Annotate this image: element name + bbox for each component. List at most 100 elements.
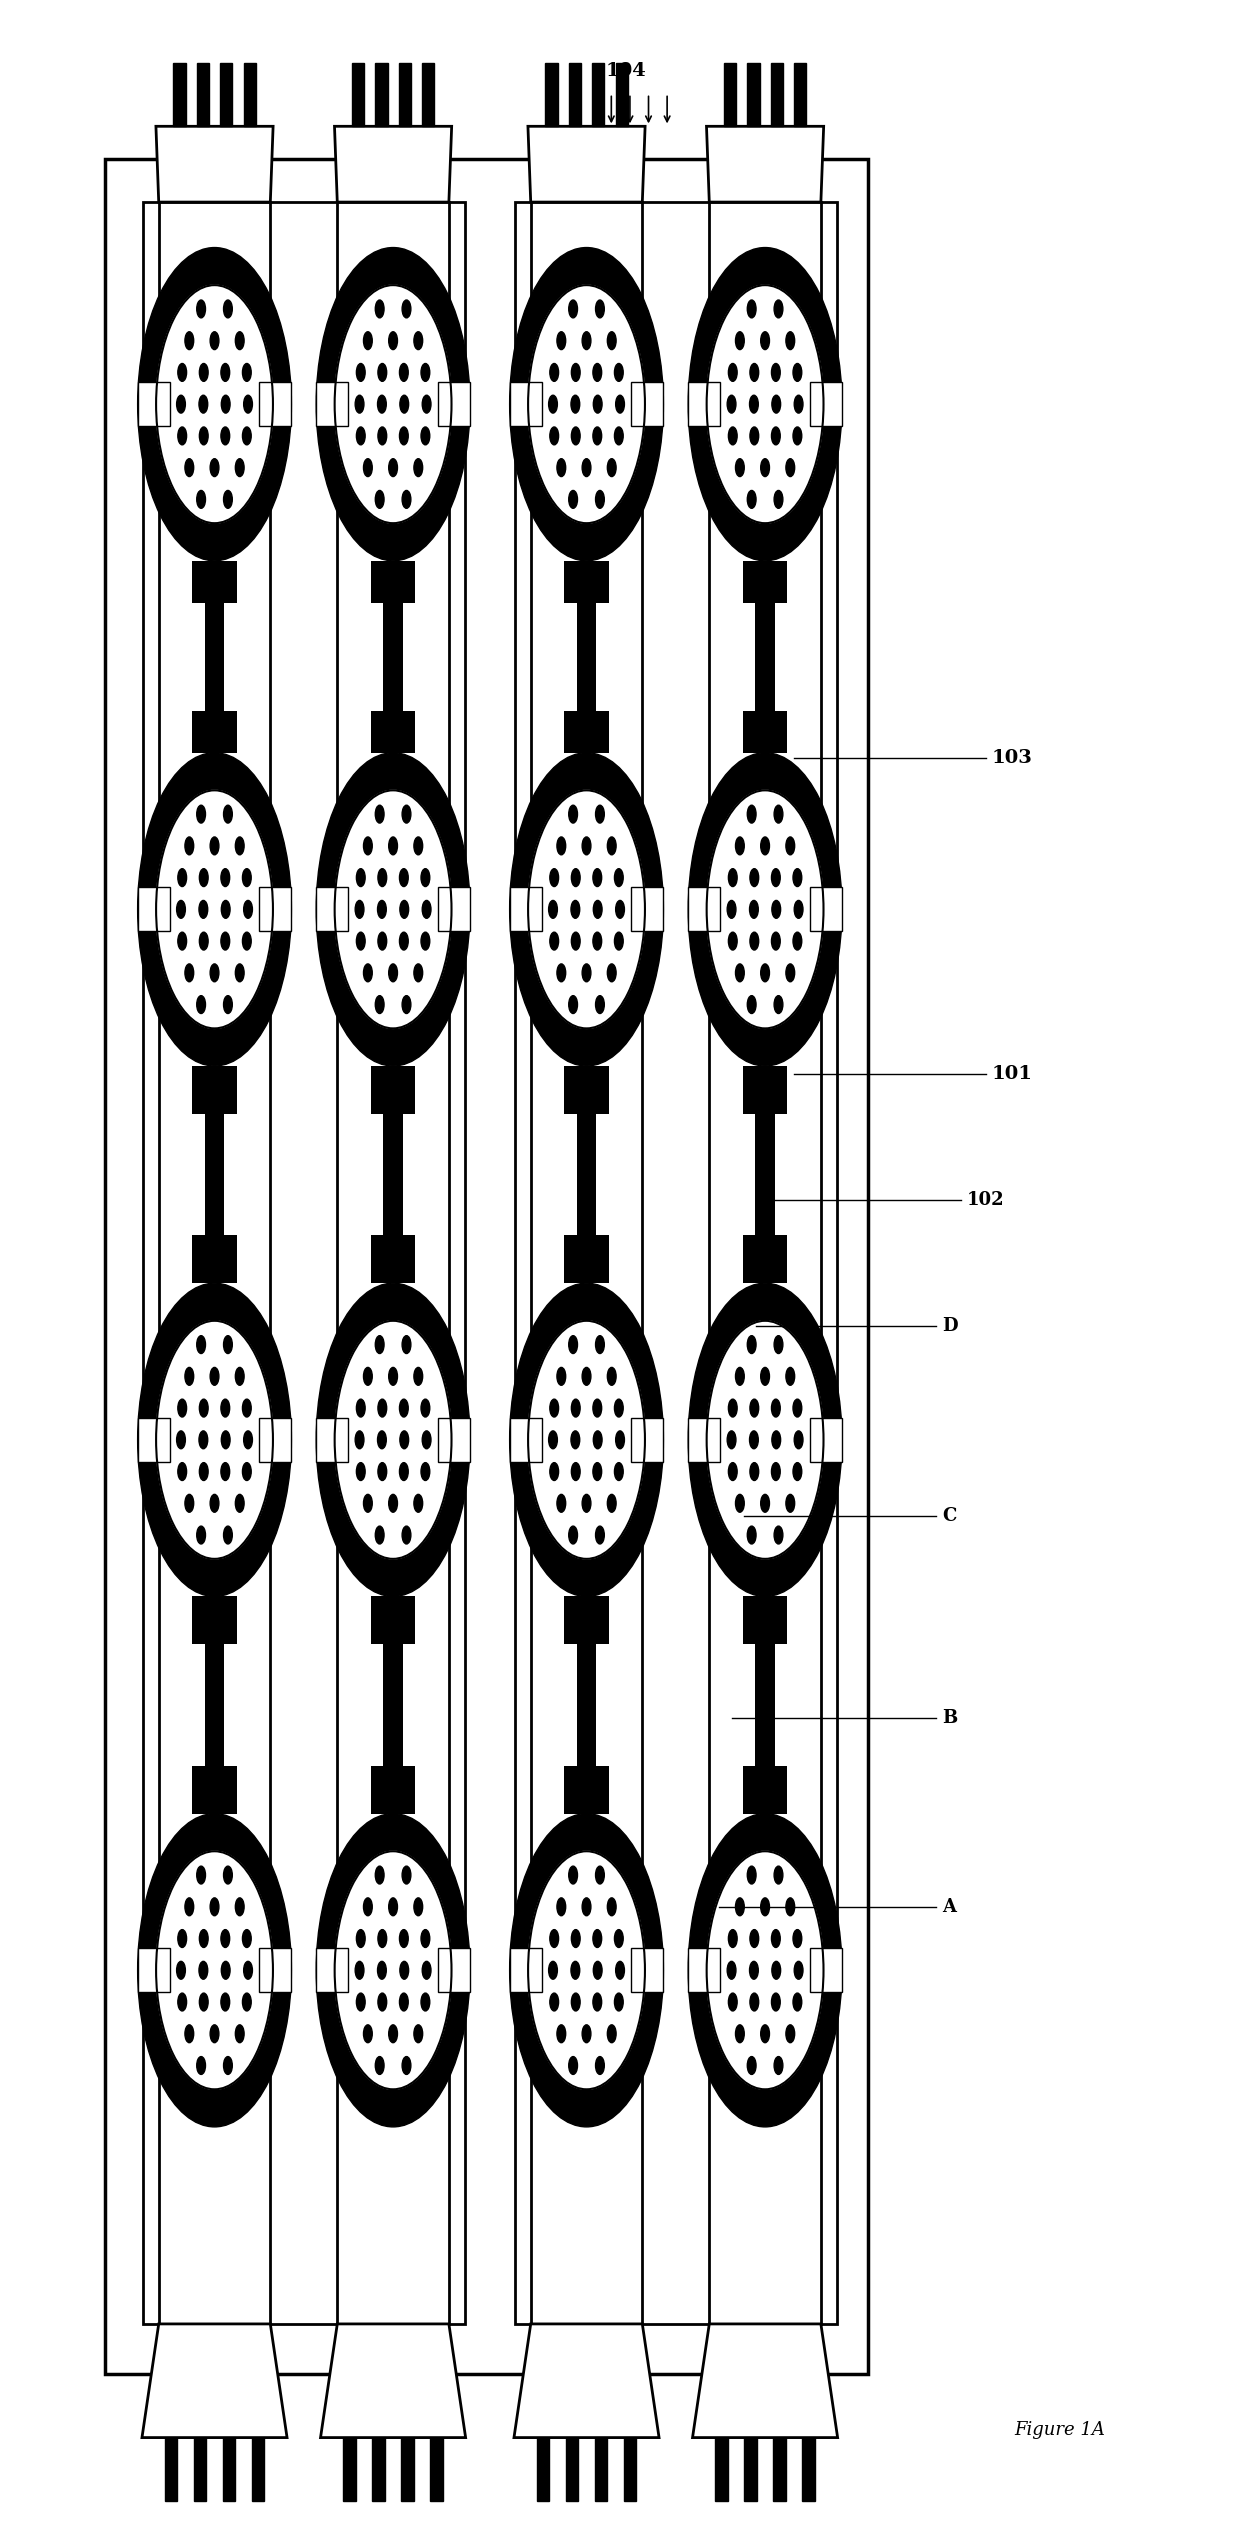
Circle shape [356,1399,365,1417]
Circle shape [138,1814,291,2127]
Circle shape [615,427,624,445]
Circle shape [200,427,208,445]
Circle shape [388,965,398,983]
Circle shape [197,1867,206,1884]
Circle shape [771,427,780,445]
Circle shape [376,301,384,318]
Bar [192,1235,237,1283]
Circle shape [185,460,193,477]
Circle shape [771,394,781,414]
Circle shape [510,753,663,1066]
Circle shape [582,1495,591,1513]
Circle shape [422,869,430,887]
Circle shape [528,1321,645,1559]
Bar [371,1596,415,1644]
Circle shape [595,490,604,508]
Circle shape [528,285,645,523]
Circle shape [735,965,744,983]
Bar [205,561,224,753]
Circle shape [210,836,219,854]
Bar [810,1417,842,1463]
Circle shape [582,331,591,349]
Circle shape [402,2056,410,2074]
Circle shape [728,1399,737,1417]
Circle shape [200,1930,208,1948]
Circle shape [378,1993,387,2011]
Circle shape [735,836,744,854]
Circle shape [616,394,625,414]
Circle shape [557,1367,565,1384]
Circle shape [198,394,208,414]
Circle shape [221,1960,231,1980]
Circle shape [176,1960,185,1980]
Circle shape [528,1852,645,2089]
Bar [755,1596,775,1814]
Circle shape [549,869,558,887]
Polygon shape [156,126,273,202]
Circle shape [402,1867,410,1884]
Circle shape [615,1930,624,1948]
Circle shape [615,1993,624,2011]
Bar [197,63,208,126]
Bar [205,1596,224,1814]
Circle shape [243,364,252,381]
Circle shape [236,1367,244,1384]
Text: 104: 104 [606,61,646,81]
Circle shape [399,364,408,381]
Bar [743,561,787,604]
Circle shape [200,932,208,950]
Circle shape [582,1367,591,1384]
Bar [193,2438,206,2501]
Circle shape [402,1336,410,1354]
Circle shape [223,1526,232,1543]
Circle shape [786,1897,795,1915]
Circle shape [355,1960,363,1980]
Bar [430,2438,443,2501]
Bar [371,1235,415,1283]
Circle shape [760,1367,770,1384]
Bar [631,1948,663,1993]
Circle shape [156,791,273,1028]
Circle shape [376,1867,384,1884]
Circle shape [243,869,252,887]
Circle shape [414,836,423,854]
Circle shape [760,331,770,349]
Circle shape [378,932,387,950]
Circle shape [177,1463,186,1480]
Circle shape [750,1930,759,1948]
Circle shape [356,364,365,381]
Polygon shape [335,126,451,202]
Circle shape [771,1993,780,2011]
Circle shape [156,285,273,523]
Circle shape [378,364,387,381]
Circle shape [355,1430,363,1450]
Circle shape [569,490,578,508]
Circle shape [236,460,244,477]
Circle shape [399,1960,409,1980]
Circle shape [378,1463,387,1480]
Circle shape [569,1867,578,1884]
Circle shape [771,1463,780,1480]
Circle shape [728,1930,737,1948]
Circle shape [176,899,185,919]
Circle shape [377,1430,387,1450]
Circle shape [378,869,387,887]
Circle shape [688,248,842,561]
Bar [316,1417,348,1463]
Circle shape [177,364,186,381]
Bar [569,63,580,126]
Circle shape [608,836,616,854]
Circle shape [750,364,759,381]
Circle shape [138,753,291,1066]
Circle shape [569,995,578,1013]
Circle shape [727,1430,735,1450]
Circle shape [794,869,802,887]
Circle shape [221,869,229,887]
Circle shape [728,364,737,381]
Circle shape [771,1399,780,1417]
Bar [174,63,186,126]
Circle shape [221,932,229,950]
Circle shape [735,1495,744,1513]
Circle shape [388,460,398,477]
Circle shape [356,1930,365,1948]
